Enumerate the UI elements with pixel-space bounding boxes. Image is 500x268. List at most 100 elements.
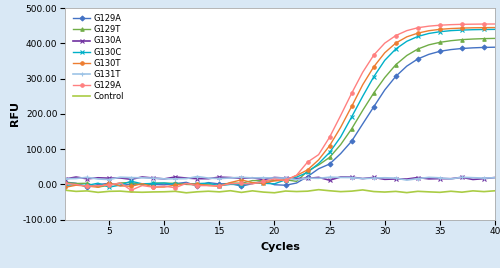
G131T bbox=[316, 177, 322, 180]
Control bbox=[228, 189, 234, 192]
G129A bbox=[184, 181, 190, 184]
G129T bbox=[84, 182, 90, 185]
G131T bbox=[481, 176, 487, 180]
G130A bbox=[84, 177, 90, 180]
Line: G131T: G131T bbox=[63, 174, 497, 182]
G130A bbox=[404, 177, 410, 181]
Line: Control: Control bbox=[65, 190, 495, 193]
G129T bbox=[338, 143, 344, 146]
G130T bbox=[437, 28, 443, 31]
G131T bbox=[382, 176, 388, 179]
G129A bbox=[194, 184, 200, 187]
G129A bbox=[316, 153, 322, 156]
G131T bbox=[150, 177, 156, 180]
G129A bbox=[106, 182, 112, 185]
G129T bbox=[370, 91, 376, 95]
G129A bbox=[338, 152, 344, 155]
G131T bbox=[250, 176, 256, 180]
G129A bbox=[448, 23, 454, 26]
G131T bbox=[415, 177, 421, 180]
Control bbox=[382, 191, 388, 194]
G130A bbox=[382, 178, 388, 181]
G130A bbox=[393, 177, 399, 181]
Control bbox=[294, 190, 300, 193]
G129T bbox=[294, 180, 300, 183]
Control bbox=[128, 190, 134, 193]
G130A bbox=[272, 176, 278, 179]
G130C bbox=[393, 47, 399, 51]
G130C bbox=[481, 28, 487, 31]
Control bbox=[117, 189, 123, 193]
G129T bbox=[150, 181, 156, 185]
G130T bbox=[228, 181, 234, 184]
Control bbox=[84, 189, 90, 192]
G130A bbox=[128, 178, 134, 181]
G130C bbox=[348, 115, 354, 118]
G130T bbox=[338, 126, 344, 129]
G131T bbox=[184, 177, 190, 180]
G130C bbox=[238, 183, 244, 186]
G129A bbox=[326, 162, 332, 166]
G129T bbox=[282, 178, 288, 181]
G129T bbox=[426, 43, 432, 46]
G130A bbox=[161, 177, 167, 181]
G129T bbox=[437, 41, 443, 44]
G129A bbox=[393, 34, 399, 37]
G130T bbox=[404, 35, 410, 38]
G129A bbox=[437, 24, 443, 27]
G129A bbox=[348, 140, 354, 143]
G130T bbox=[282, 178, 288, 182]
G130T bbox=[393, 42, 399, 45]
G129A bbox=[206, 181, 212, 184]
G129A bbox=[370, 54, 376, 57]
G129T bbox=[161, 181, 167, 185]
G129T bbox=[184, 183, 190, 186]
Control bbox=[448, 190, 454, 193]
G129A bbox=[282, 179, 288, 182]
G131T bbox=[62, 177, 68, 180]
G130C bbox=[426, 32, 432, 35]
G129T bbox=[382, 76, 388, 79]
G129A bbox=[128, 189, 134, 192]
G129T bbox=[470, 38, 476, 41]
Control bbox=[316, 188, 322, 191]
Control bbox=[62, 189, 68, 192]
G130A bbox=[62, 177, 68, 181]
G130C bbox=[62, 184, 68, 187]
G131T bbox=[404, 178, 410, 182]
G129T bbox=[459, 38, 465, 41]
Control bbox=[437, 191, 443, 194]
Control bbox=[326, 189, 332, 192]
G129A bbox=[260, 179, 266, 183]
G129A bbox=[437, 50, 443, 53]
Control bbox=[393, 190, 399, 193]
G129A bbox=[481, 23, 487, 26]
G130C bbox=[459, 28, 465, 32]
G130C bbox=[382, 59, 388, 62]
G131T bbox=[326, 176, 332, 179]
G129A bbox=[228, 182, 234, 185]
G129A bbox=[150, 183, 156, 186]
G129T bbox=[272, 179, 278, 182]
Control bbox=[139, 191, 145, 194]
G129T bbox=[250, 179, 256, 182]
G129T bbox=[304, 170, 310, 173]
G130T bbox=[370, 65, 376, 68]
G130C bbox=[161, 181, 167, 185]
G130A bbox=[95, 176, 101, 179]
G129A bbox=[250, 182, 256, 185]
G130A bbox=[316, 176, 322, 179]
G130C bbox=[184, 183, 190, 186]
G130C bbox=[95, 181, 101, 185]
Control bbox=[216, 190, 222, 193]
G131T bbox=[426, 176, 432, 179]
Line: G130C: G130C bbox=[64, 28, 496, 189]
G129A bbox=[360, 122, 366, 125]
G130C bbox=[326, 151, 332, 154]
G129T bbox=[415, 47, 421, 51]
G129T bbox=[238, 182, 244, 185]
G130C bbox=[150, 182, 156, 185]
G130T bbox=[316, 158, 322, 162]
Control bbox=[250, 189, 256, 192]
Control bbox=[282, 189, 288, 193]
